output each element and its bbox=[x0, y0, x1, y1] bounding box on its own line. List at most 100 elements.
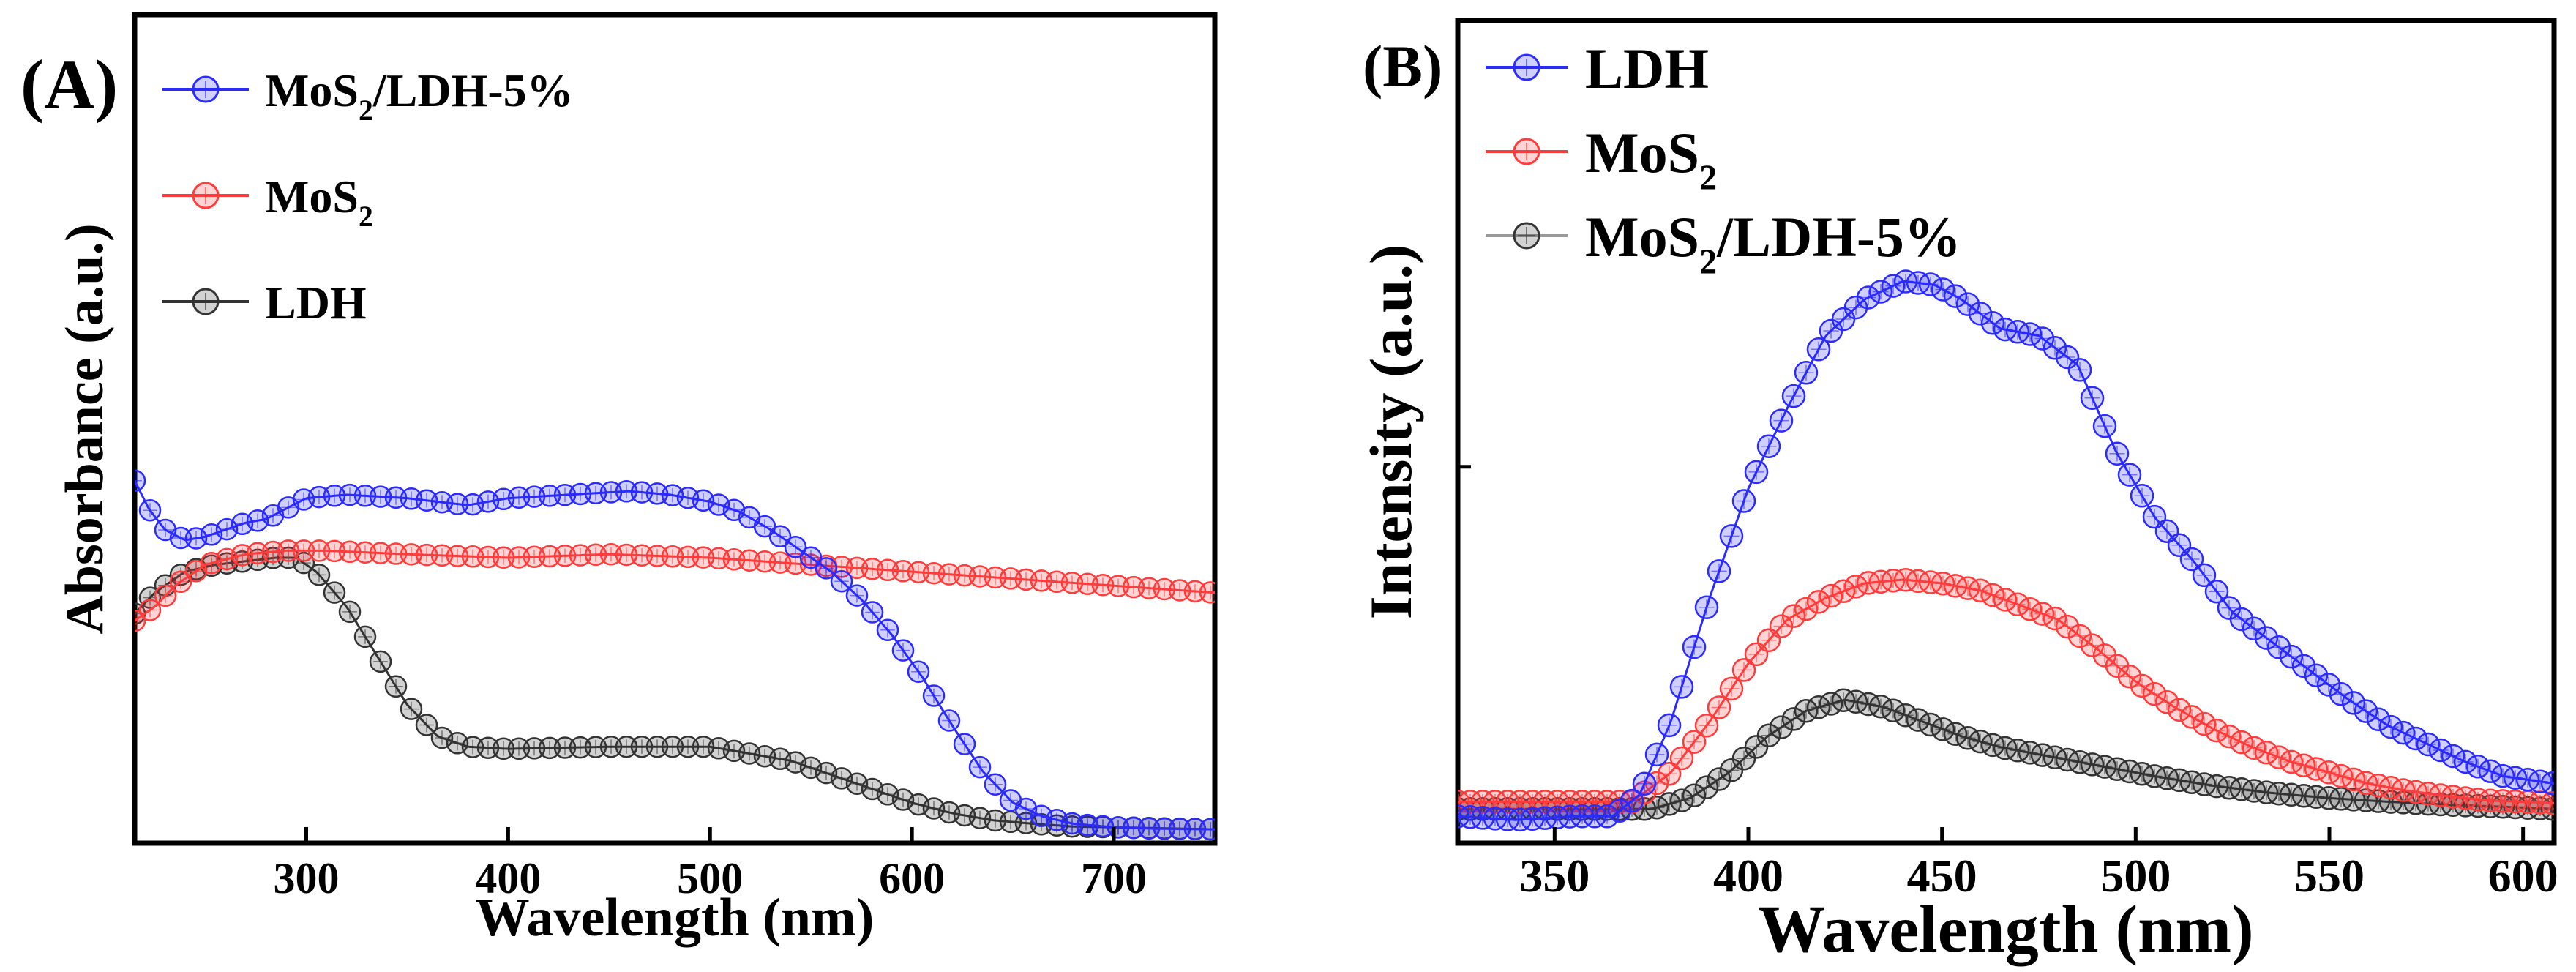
panel-a-legend-label-rest: /LDH-5% bbox=[372, 64, 574, 116]
panel-b-marker-cross bbox=[2159, 523, 2175, 539]
panel-b-legend-item: LDH bbox=[1486, 37, 1709, 100]
panel-b-marker-cross bbox=[2196, 777, 2212, 792]
panel-b-marker-cross bbox=[2420, 736, 2436, 752]
panel-b-marker-cross bbox=[2321, 790, 2337, 806]
panel-b-plot-frame bbox=[1455, 18, 2557, 846]
panel-b-marker-cross bbox=[1611, 803, 1628, 819]
panel-b-marker-cross bbox=[1997, 321, 2013, 337]
panel-b-marker-cross bbox=[2495, 768, 2511, 784]
panel-b-marker-cross bbox=[2171, 537, 2187, 553]
panel-b-marker-cross bbox=[2134, 766, 2150, 782]
panel-b-marker-cross bbox=[1736, 493, 1752, 509]
panel-b-marker-cross bbox=[1873, 574, 1889, 590]
panel-b-marker-cross bbox=[1972, 583, 1988, 599]
panel-b-marker-cross bbox=[1686, 734, 1702, 750]
panel-b-marker-cross bbox=[1661, 717, 1677, 733]
panel-b-marker-cross bbox=[1773, 618, 1789, 635]
panel-b-marker-cross bbox=[2010, 597, 2026, 613]
panel-b-marker-cross bbox=[1922, 277, 1939, 292]
panel-b-marker-cross bbox=[2134, 487, 2150, 504]
panel-b-x-tick-label: 400 bbox=[1713, 850, 1783, 902]
panel-b-marker-cross bbox=[2383, 719, 2399, 735]
panel-b-marker-cross bbox=[1798, 703, 1814, 719]
panel-a-x-axis-label: Wavelength (nm) bbox=[476, 888, 875, 948]
panel-a-legend-label: MoS2/LDH-5% bbox=[265, 64, 574, 127]
panel-a-series-layer bbox=[135, 469, 1215, 841]
panel-a-marker-cross bbox=[342, 605, 357, 619]
panel-b-marker-cross bbox=[2321, 764, 2337, 780]
panel-b-marker-cross bbox=[1786, 388, 1802, 404]
panel-b-marker-cross bbox=[1624, 793, 1640, 809]
panel-a-marker-cross bbox=[819, 561, 834, 576]
panel-b-marker-cross bbox=[2395, 725, 2411, 741]
panel-b-marker-cross bbox=[1935, 282, 1951, 297]
panel-b-marker-cross bbox=[2234, 781, 2250, 797]
panel-a-legend-item: LDH bbox=[162, 277, 367, 329]
panel-b-marker-cross bbox=[1636, 776, 1652, 792]
panel-b-marker-cross bbox=[2283, 754, 2299, 770]
panel-a-marker-cross bbox=[419, 717, 434, 733]
panel-b-marker-cross bbox=[2457, 790, 2474, 806]
panel-b-marker-cross bbox=[1835, 583, 1852, 599]
panel-a-marker-cross bbox=[450, 736, 465, 751]
panel-a-marker-cross bbox=[173, 575, 188, 589]
panel-a-series-line-ldh bbox=[135, 556, 1215, 831]
panel-a-marker-cross bbox=[819, 766, 834, 780]
panel-a-marker-cross bbox=[880, 622, 895, 638]
panel-b-marker-cross bbox=[1699, 599, 1715, 616]
panel-a-marker-cross bbox=[1203, 822, 1215, 837]
panel-b-marker-cross bbox=[1848, 694, 1864, 710]
panel-a-legend-label: LDH bbox=[265, 277, 367, 329]
panel-b-marker-cross bbox=[1885, 703, 1901, 719]
panel-a-marker-cross bbox=[204, 556, 219, 571]
panel-b-chart: (B) 350 400 450 500 550 600 LDHMoS2MoS2/LDH-5… bbox=[1358, 18, 2558, 966]
panel-b-marker-cross bbox=[2146, 509, 2163, 525]
panel-a-marker-cross bbox=[281, 500, 296, 515]
panel-a-marker-cross bbox=[727, 503, 741, 517]
panel-b-legend-item: MoS2/LDH-5% bbox=[1486, 205, 1961, 281]
panel-b-marker-cross bbox=[1860, 696, 1876, 712]
panel-b-marker-cross bbox=[2097, 759, 2113, 775]
panel-b-marker-cross bbox=[1661, 796, 1677, 812]
panel-b-legend-label-rest: /LDH-5% bbox=[1716, 205, 1961, 269]
panel-b-marker-cross bbox=[2308, 789, 2324, 805]
panel-b-marker-cross bbox=[2221, 780, 2237, 796]
panel-b-marker-cross bbox=[2333, 790, 2349, 807]
panel-b-marker-cross bbox=[2221, 600, 2237, 616]
panel-b-marker-cross bbox=[1960, 730, 1976, 746]
panel-b-marker-cross bbox=[1475, 810, 1491, 826]
panel-b-marker-cross bbox=[1711, 700, 1727, 715]
panel-a-marker-cross bbox=[373, 654, 388, 669]
panel-b-marker-cross bbox=[2196, 716, 2212, 732]
panel-b-marker-cross bbox=[1736, 662, 1752, 678]
panel-b-marker-cross bbox=[1922, 717, 1939, 733]
panel-b-marker-cross bbox=[1723, 762, 1740, 778]
panel-b-marker-cross bbox=[2333, 768, 2349, 784]
panel-a-marker-cross bbox=[865, 782, 880, 796]
panel-b-marker-cross bbox=[1711, 563, 1727, 579]
panel-b-marker-cross bbox=[2345, 791, 2362, 807]
panel-a-marker-cross bbox=[266, 508, 280, 523]
panel-b-marker-cross bbox=[2457, 754, 2474, 770]
panel-b-marker-cross bbox=[2358, 775, 2374, 791]
panel-b-marker-cross bbox=[1898, 572, 1914, 588]
panel-b-marker-cross bbox=[1885, 278, 1901, 294]
panel-b-marker-cross bbox=[1811, 341, 1827, 357]
panel-a-y-axis-label: Absorbance (a.u.) bbox=[55, 223, 115, 634]
panel-b-x-tick-label: 450 bbox=[1907, 850, 1977, 902]
panel-b-marker-cross bbox=[1761, 438, 1777, 455]
panel-b-marker-cross bbox=[1873, 284, 1889, 299]
panel-b-series-ldh bbox=[1458, 269, 2554, 832]
panel-b-marker-cross bbox=[2097, 647, 2113, 663]
panel-b-marker-cross bbox=[1835, 311, 1852, 327]
panel-b-marker-cross bbox=[2345, 771, 2362, 788]
panel-a-marker-cross bbox=[957, 736, 972, 752]
panel-b-marker-cross bbox=[2395, 782, 2411, 798]
panel-a-marker-cross bbox=[926, 801, 941, 816]
panel-b-marker-cross bbox=[2283, 787, 2299, 803]
panel-b-marker-cross bbox=[2545, 795, 2554, 811]
panel-a-marker-cross bbox=[158, 588, 173, 603]
panel-b-marker-cross bbox=[2271, 749, 2287, 766]
panel-a-marker-cross bbox=[942, 713, 956, 728]
panel-b-marker-cross bbox=[2258, 744, 2274, 760]
